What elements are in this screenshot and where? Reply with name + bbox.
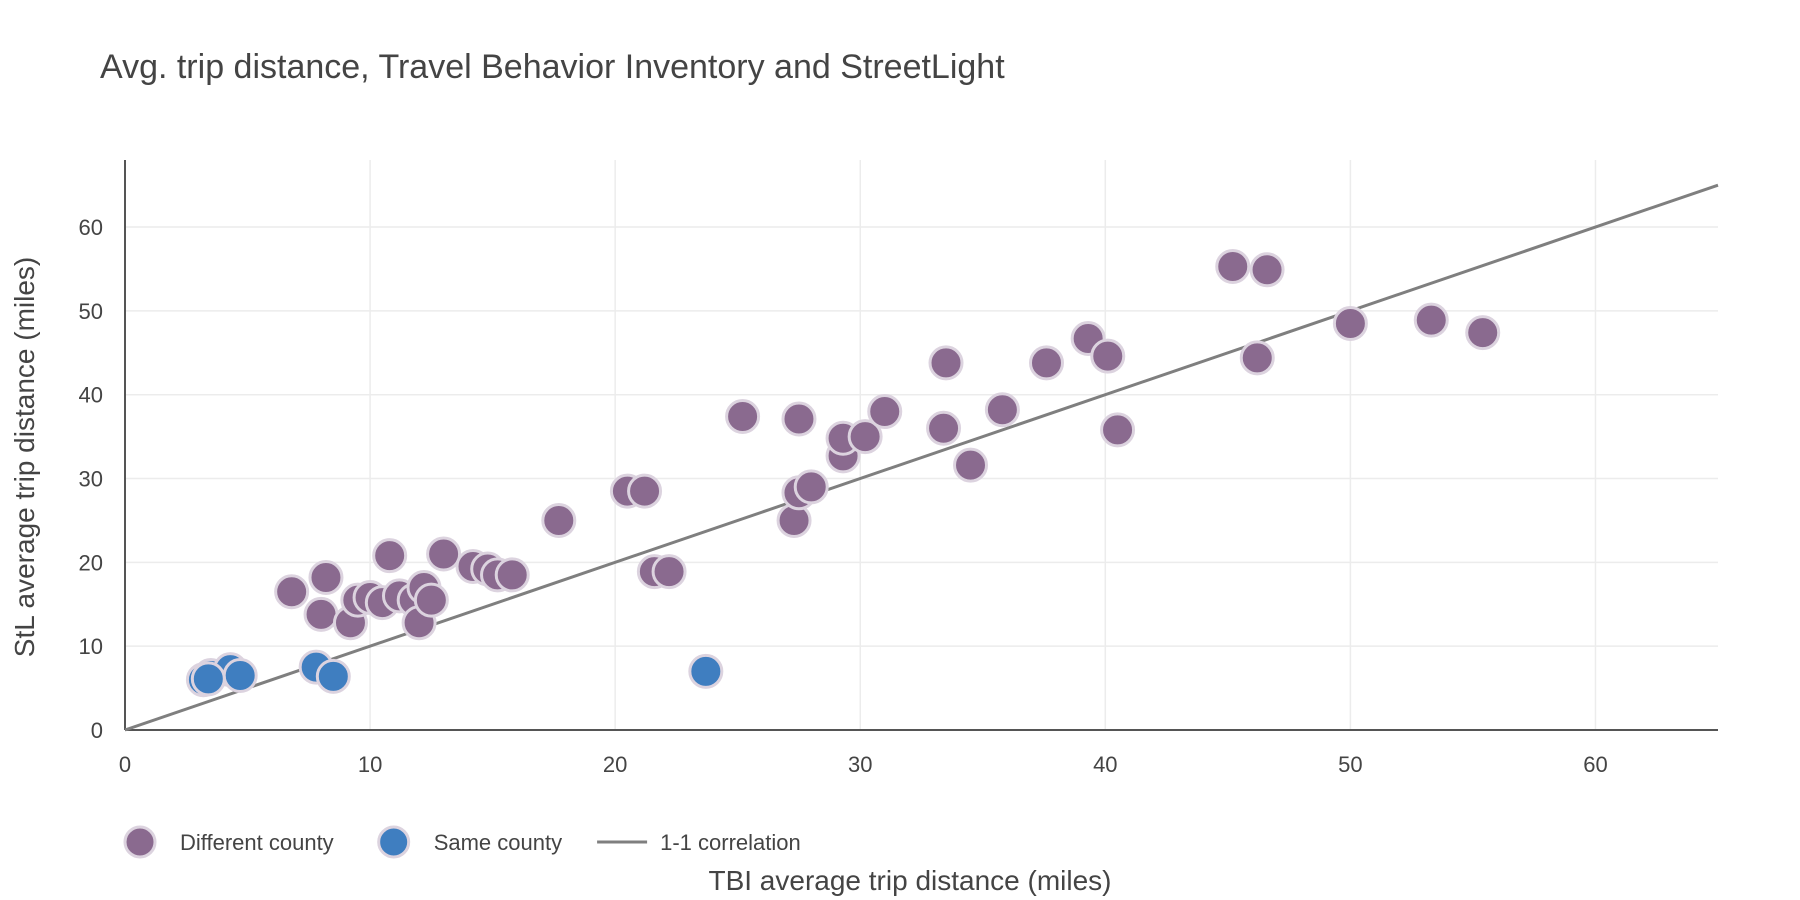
y-tick-label: 20 (79, 550, 103, 575)
different-county-point (793, 469, 829, 505)
different-county-point (1215, 248, 1251, 284)
legend-label-1-1-correlation: 1-1 correlation (660, 830, 801, 855)
y-tick-label: 30 (79, 467, 103, 492)
different-county-point (1332, 305, 1368, 341)
different-county-point (651, 554, 687, 590)
different-county-point (426, 536, 462, 572)
different-county-point (1028, 345, 1064, 381)
legend: Different county Same county 1-1 correlati… (123, 825, 801, 859)
different-county-point (1249, 252, 1285, 288)
different-county-point (303, 596, 339, 632)
different-county-point (541, 502, 577, 538)
x-tick-label: 40 (1093, 752, 1117, 777)
y-tick-label: 50 (79, 299, 103, 324)
different-county-point (1239, 340, 1275, 376)
different-county-point (1413, 302, 1449, 338)
different-county-point (494, 557, 530, 593)
x-tick-label: 0 (119, 752, 131, 777)
y-tick-label: 40 (79, 383, 103, 408)
different-county-point (274, 574, 310, 610)
different-county-point (1100, 412, 1136, 448)
different-county-point (847, 419, 883, 455)
correlation-line (124, 183, 1719, 732)
x-tick-label: 10 (358, 752, 382, 777)
different-county-point (627, 473, 663, 509)
x-tick-label: 20 (603, 752, 627, 777)
grid-layer (125, 160, 1718, 730)
y-tick-label: 60 (79, 215, 103, 240)
different-county-point (372, 538, 408, 574)
different-county-point (1090, 338, 1126, 374)
different-county-point (867, 393, 903, 429)
y-tick-label: 10 (79, 634, 103, 659)
same-county-point (315, 658, 351, 694)
different-county-point (1465, 315, 1501, 351)
same-county-point (222, 658, 258, 694)
different-county-point (308, 559, 344, 595)
same-county-point (688, 653, 724, 689)
series-layer (124, 183, 1719, 732)
different-county-point (984, 392, 1020, 428)
x-tick-label: 60 (1583, 752, 1607, 777)
x-tick-label: 50 (1338, 752, 1362, 777)
y-tick-label: 0 (91, 718, 103, 743)
axis-layer: 0 10 20 30 40 50 60 0 10 20 30 40 50 60 (79, 160, 1718, 777)
different-county-point (926, 410, 962, 446)
y-axis-title: StL average trip distance (miles) (9, 257, 40, 657)
legend-marker-different-county (123, 825, 157, 859)
different-county-point (725, 399, 761, 434)
different-county-point (953, 447, 989, 483)
x-axis-title: TBI average trip distance (miles) (708, 865, 1111, 896)
different-county-point (413, 582, 449, 618)
legend-marker-same-county (377, 825, 411, 859)
legend-label-same-county: Same county (434, 830, 562, 855)
x-tick-label: 30 (848, 752, 872, 777)
different-county-point (928, 345, 964, 381)
legend-label-different-county: Different county (180, 830, 334, 855)
chart-title: Avg. trip distance, Travel Behavior Inve… (100, 48, 1005, 86)
same-county-point (190, 661, 226, 697)
different-county-point (781, 401, 817, 437)
